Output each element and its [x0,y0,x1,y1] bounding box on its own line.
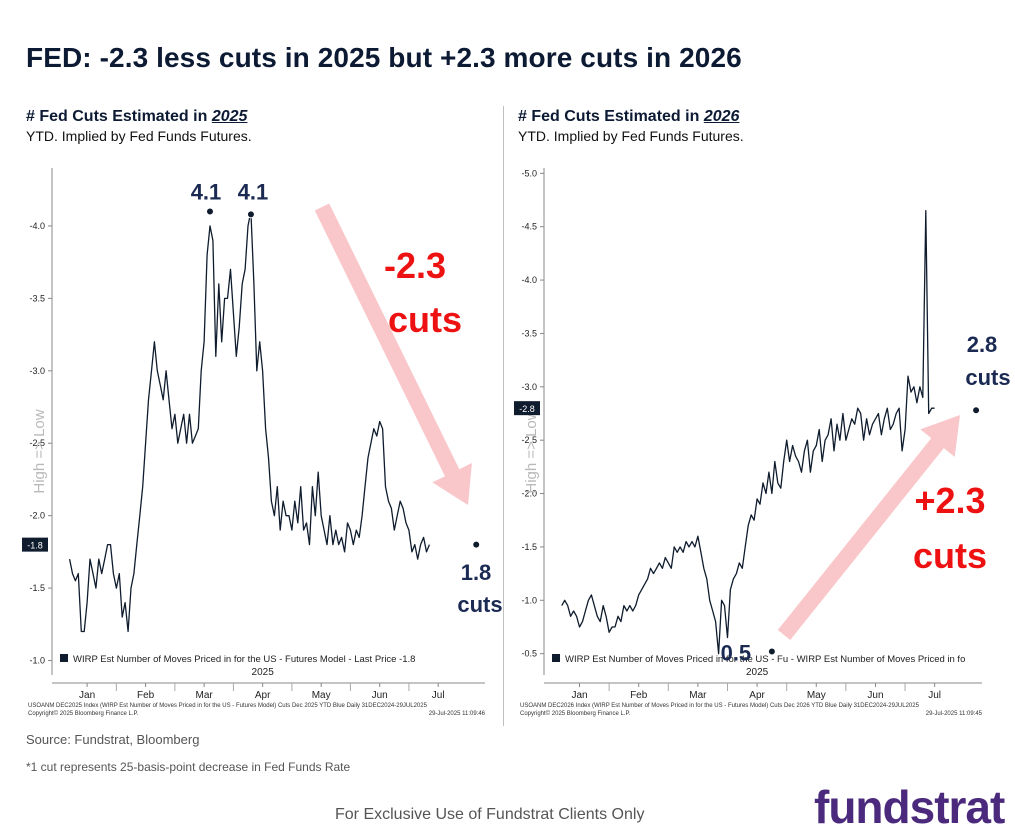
right-xtick-label: May [807,690,826,701]
left-ytick-label: -1.5 [29,583,45,593]
source-note: Source: Fundstrat, Bloomberg [26,732,200,747]
left-last-price-tag: -1.8 [27,541,43,551]
right-panel-subtitle: YTD. Implied by Fed Funds Futures. [518,128,744,144]
right-xtick-label: Jan [571,690,587,701]
right-change-unit: cuts [913,535,987,576]
left-peak1-marker [205,207,214,216]
right-ytick-label: -1.5 [521,542,537,552]
left-panel-subtitle: YTD. Implied by Fed Funds Futures. [26,128,252,144]
left-end-value: 1.8 [461,560,492,585]
right-ytick-label: -2.0 [521,489,537,499]
left-legend-text: WIRP Est Number of Moves Priced in for t… [73,654,415,665]
right-end-marker [972,406,981,415]
left-peak1-label: 4.1 [191,179,222,204]
right-last-price-tag: -2.8 [519,404,535,414]
right-chart: -5.0 -4.5 -4.0 -3.5 -3.0 -2.5 -2.0 -1.5 -1.0 -0.5… [514,168,1011,717]
right-end-unit: cuts [965,365,1010,390]
fundstrat-logo: fundstrat [814,781,1005,833]
right-ytick-label: -1.0 [521,595,537,605]
right-xtick-label: Jun [867,690,883,701]
left-legend-swatch [60,654,68,662]
left-chart: -4.0 -3.5 -3.0 -2.5 -2.0 -1.5 -1.0 High => Low J… [22,168,503,717]
right-legend-bg [549,649,977,667]
right-change-value: +2.3 [914,480,985,521]
left-xtick-label: Mar [196,690,214,701]
right-panel-header: # Fed Cuts Estimated in 2026 YTD. Implie… [518,108,744,144]
left-xtick-label: Jul [432,690,445,701]
left-end-marker [472,540,481,549]
right-ytick-label: -2.5 [521,435,537,445]
left-footer-line1: USOANM DEC2025 Index (WIRP Est Number of… [28,703,428,709]
left-xtick-label: May [312,690,331,701]
left-ytick-label: -2.0 [29,511,45,521]
left-ytick-label: -3.5 [29,293,45,303]
right-y-axis-label: High => Low [523,409,540,493]
page-title: FED: -2.3 less cuts in 2025 but +2.3 mor… [26,42,742,73]
left-ytick-label: -2.5 [29,438,45,448]
right-low-label: 0.5 [721,641,752,666]
left-title-prefix: # Fed Cuts Estimated in [26,108,212,125]
left-xtick-label: Jan [79,690,95,701]
right-trend-arrow [777,415,960,640]
right-legend-text: WIRP Est Number of Moves Priced in for t… [565,654,965,665]
right-ytick-label: -3.0 [521,382,537,392]
right-last-price-tag-bg [514,401,540,416]
right-title-prefix: # Fed Cuts Estimated in [518,108,704,125]
right-xtick-label: Feb [630,690,648,701]
right-ytick-label: -5.0 [521,168,537,178]
right-year-label: 2025 [746,667,769,678]
left-end-unit: cuts [457,592,502,617]
left-y-axis-label: High => Low [31,409,48,493]
right-ytick-label: -4.0 [521,275,537,285]
right-ytick-label: -3.5 [521,328,537,338]
left-ytick-label: -4.0 [29,221,45,231]
right-footer-timestamp: 29-Jul-2025 11:09:45 [926,711,983,717]
left-change-unit: cuts [388,299,462,340]
right-footer-line1: USOANM DEC2026 Index (WIRP Est Number of… [520,703,920,709]
left-legend-bg [57,649,480,667]
right-panel-title: # Fed Cuts Estimated in 2026 [518,108,744,126]
right-ytick-label: -0.5 [521,649,537,659]
left-last-price-tag-bg [22,537,48,552]
right-xtick-label: Mar [689,690,707,701]
right-title-year: 2026 [703,108,740,125]
left-footer-timestamp: 29-Jul-2025 11:09:46 [429,711,486,717]
left-peak2-label: 4.1 [238,179,269,204]
right-low-marker [767,647,776,656]
left-change-value: -2.3 [384,245,446,286]
right-ytick-label: -4.5 [521,222,537,232]
left-peak2-marker [246,210,255,219]
left-series-line [68,210,431,633]
right-xtick-label: Apr [749,690,765,701]
left-panel-title: # Fed Cuts Estimated in 2025 [26,108,252,126]
right-footer-copyright: Copyright© 2025 Bloomberg Finance L.P. [520,710,631,717]
right-end-value: 2.8 [967,332,998,357]
left-footer-copyright: Copyright© 2025 Bloomberg Finance L.P. [28,710,139,717]
left-ytick-label: -1.0 [29,656,45,666]
right-legend-swatch [552,654,560,662]
left-arrow-shape [314,203,472,505]
right-series-line [561,210,935,655]
footnote: *1 cut represents 25-basis-point decreas… [26,760,351,774]
left-ytick-label: -3.0 [29,366,45,376]
left-trend-arrow [314,203,472,505]
left-year-label: 2025 [252,667,275,678]
left-title-year: 2025 [211,108,248,125]
left-xtick-label: Apr [255,690,271,701]
left-xtick-label: Feb [137,690,155,701]
panel-divider [503,106,504,726]
right-xtick-label: Jul [928,690,941,701]
left-xtick-label: Jun [372,690,388,701]
exclusive-notice: For Exclusive Use of Fundstrat Clients O… [335,806,645,823]
left-panel-header: # Fed Cuts Estimated in 2025 YTD. Implie… [26,108,252,144]
right-arrow-shape [777,415,960,640]
